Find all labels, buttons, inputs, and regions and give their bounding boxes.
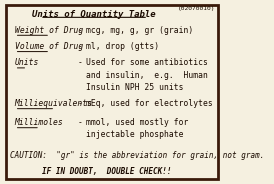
Text: IF IN DOUBT,  DOUBLE CHECK!!: IF IN DOUBT, DOUBLE CHECK!! [42, 167, 172, 176]
Text: mmol, used mostly for
injectable phosphate: mmol, used mostly for injectable phospha… [86, 118, 189, 139]
Text: (02070010): (02070010) [178, 6, 215, 11]
Text: CAUTION:  "gr" is the abbreviation for grain, not gram.: CAUTION: "gr" is the abbreviation for gr… [10, 151, 265, 160]
Text: Millimoles: Millimoles [15, 118, 63, 127]
Text: ml, drop (gtts): ml, drop (gtts) [86, 42, 159, 51]
Text: mEq, used for electrolytes: mEq, used for electrolytes [86, 99, 213, 108]
Text: -: - [78, 59, 82, 68]
Text: -: - [78, 118, 82, 127]
FancyBboxPatch shape [6, 5, 218, 179]
Text: -: - [78, 99, 82, 108]
Text: Units of Quantity Table: Units of Quantity Table [32, 10, 156, 19]
Text: mcg, mg, g, gr (grain): mcg, mg, g, gr (grain) [86, 26, 194, 35]
Text: -: - [78, 26, 82, 35]
Text: Units: Units [15, 59, 39, 68]
Text: Weight of Drug: Weight of Drug [15, 26, 83, 35]
Text: Used for some antibiotics
and insulin,  e.g.  Human
Insulin NPH 25 units: Used for some antibiotics and insulin, e… [86, 59, 208, 92]
Text: Volume of Drug: Volume of Drug [15, 42, 83, 51]
Text: -: - [78, 42, 82, 51]
Text: Milliequivalents: Milliequivalents [15, 99, 93, 108]
